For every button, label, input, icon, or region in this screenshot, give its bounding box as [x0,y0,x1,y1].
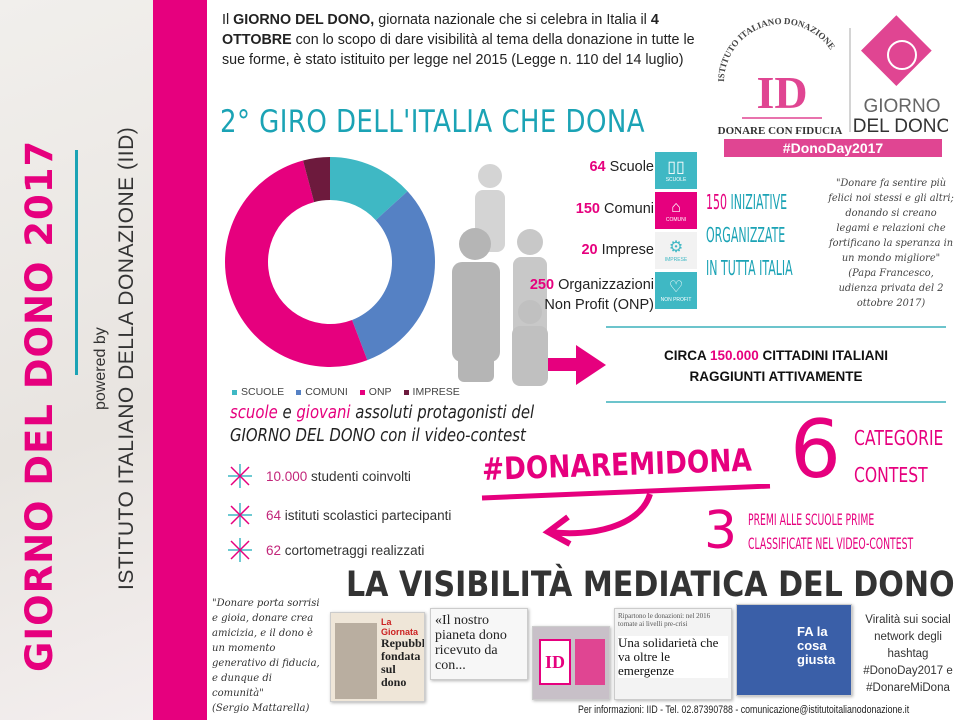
contest-intro: scuole e giovani assoluti protagonisti d… [230,403,535,446]
iniziative-text: 150 INIZIATIVE ORGANIZZATE IN TUTTA ITALIA [706,190,793,280]
categories-label: CATEGORIE CONTEST [854,426,944,487]
viral-text: Viralità sui social network degli hashta… [863,614,953,694]
logo-hashtag: #DonoDay2017 [783,140,884,156]
prizes-label: PREMI ALLE SCUOLE PRIME CLASSIFICATE NEL … [748,510,914,553]
news-clipping: La Giornata Repubblica fondata sul dono [330,612,425,702]
media-heading: LA VISIBILITÀ MEDIATICA DEL DONO [346,565,955,605]
stat-comuni: 150 Comuni [575,201,654,217]
legend-item: SCUOLE [232,386,284,398]
logo-tagline: DONARE CON FIDUCIA [718,125,843,137]
donut-slice-scuole [330,157,408,221]
legend-item: COMUNI [296,386,348,398]
logo: ISTITUTO ITALIANO DONAZIONE ID DONARE CO… [712,10,951,158]
prizes-number: 3 [704,501,738,561]
news-clipping: «Il nostro pianeta dono ricevuto da con.… [430,608,528,680]
tv-screenshot: ID [532,626,610,700]
page-title: 2° GIRO DELL'ITALIA CHE DONA [220,104,646,140]
bullet-item: 10.000 studenti coinvolti [228,464,411,488]
arrow-right-icon [548,345,606,385]
stat-imprese: 20 Imprese [581,242,654,258]
heart-icon: ♡ NON PROFIT [655,272,697,309]
stat-organizzazioni: 250 Organizzazioni Non Profit (ONP) [529,277,654,313]
donut-chart [225,157,435,367]
diamond-icon [860,15,932,87]
footer-contact: Per informazioni: IID - Tel. 02.87390788… [578,704,910,716]
divider [75,150,78,375]
pink-band [153,0,207,720]
powered-by: powered by [92,327,109,410]
asterisk-icon [228,538,252,562]
papa-quote: "Donare fa sentire più felici noi stessi… [828,178,954,309]
legend-item: IMPRESE [403,386,460,398]
logo-mark: ID [539,639,571,685]
mattarella-quote: "Donare porta sorrisi e gioia, donare cr… [212,598,320,714]
citizens-reached: CIRCA 150.000 CITTADINI ITALIANI RAGGIUNT… [663,348,889,384]
bullet-item: 64 istituti scolastici partecipanti [228,503,451,527]
curved-arrow-icon [481,484,771,547]
donut-slice-imprese [303,157,330,203]
asterisk-icon [228,464,252,488]
news-clipping: Ripartono le donazioni: nel 2016 tornate… [614,608,732,700]
building-icon: ⌂ COMUNI [655,192,697,229]
chart-legend: SCUOLE COMUNI ONP IMPRESE [232,386,460,398]
sidebar-panel: GIORNO DEL DONO 2017 powered by ISTITUTO… [0,0,153,720]
sidebar-title: GIORNO DEL DONO 2017 [18,139,61,672]
stat-scuole: 64 Scuole [589,159,654,175]
gears-icon: ⚙ IMPRESE [655,232,697,269]
tv-screenshot: FA la cosa giusta [736,604,852,696]
logo-mark: ID [756,67,807,118]
donut-slice-onp [225,160,368,367]
hashtag-donaremidona: #DONAREMIDONA [481,442,753,488]
divider [606,326,946,328]
logo-brand-1: GIORNO [863,96,940,117]
categories-number: 6 [790,403,841,496]
donut-slice-comuni [352,191,435,361]
divider [606,401,946,403]
bullet-item: 62 cortometraggi realizzati [228,538,424,562]
intro-text: Il GIORNO DEL DONO, giornata nazionale c… [222,12,695,68]
asterisk-icon [228,503,252,527]
logo-brand-2: DEL DONO [853,116,948,137]
organization-name: ISTITUTO ITALIANO DELLA DONAZIONE (IID) [115,126,138,590]
book-icon: ▯▯ SCUOLE [655,152,697,189]
people-icon [452,164,548,386]
legend-item: ONP [359,386,392,398]
